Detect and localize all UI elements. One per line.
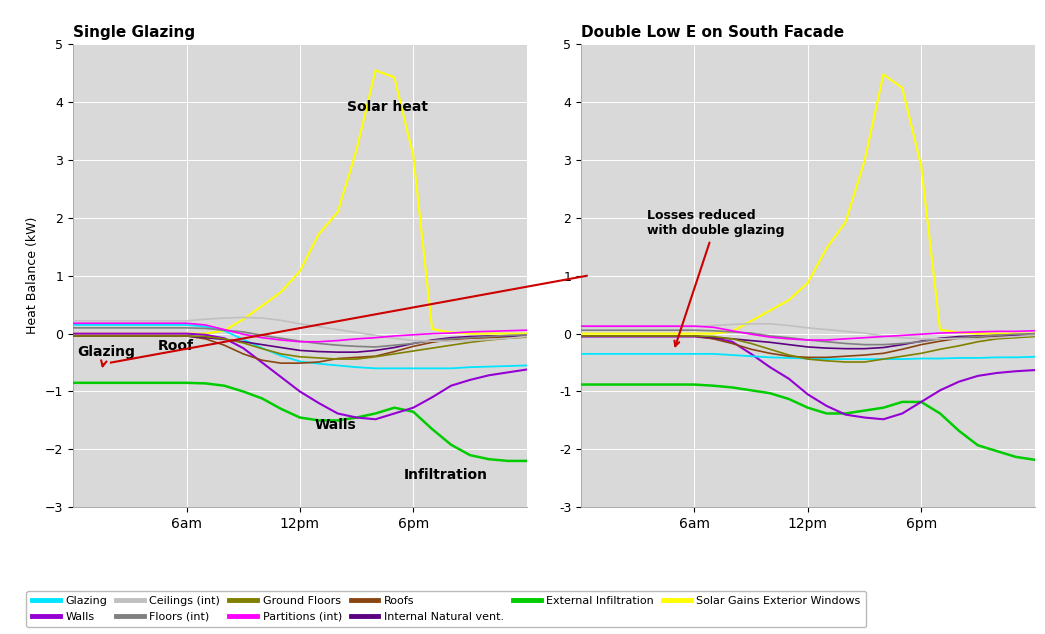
Y-axis label: Heat Balance (kW): Heat Balance (kW) bbox=[26, 217, 40, 335]
Text: Losses reduced
with double glazing: Losses reduced with double glazing bbox=[647, 209, 785, 346]
Text: Single Glazing: Single Glazing bbox=[73, 25, 195, 41]
Text: Double Low E on South Facade: Double Low E on South Facade bbox=[581, 25, 844, 41]
Text: Glazing: Glazing bbox=[77, 345, 135, 366]
Text: Solar heat: Solar heat bbox=[347, 100, 428, 114]
Text: Roof: Roof bbox=[158, 339, 194, 353]
Legend: Glazing, Walls, Ceilings (int), Floors (int), Ground Floors, Partitions (int), R: Glazing, Walls, Ceilings (int), Floors (… bbox=[26, 590, 866, 627]
Text: Walls: Walls bbox=[315, 418, 356, 432]
Text: Infiltration: Infiltration bbox=[403, 469, 488, 482]
